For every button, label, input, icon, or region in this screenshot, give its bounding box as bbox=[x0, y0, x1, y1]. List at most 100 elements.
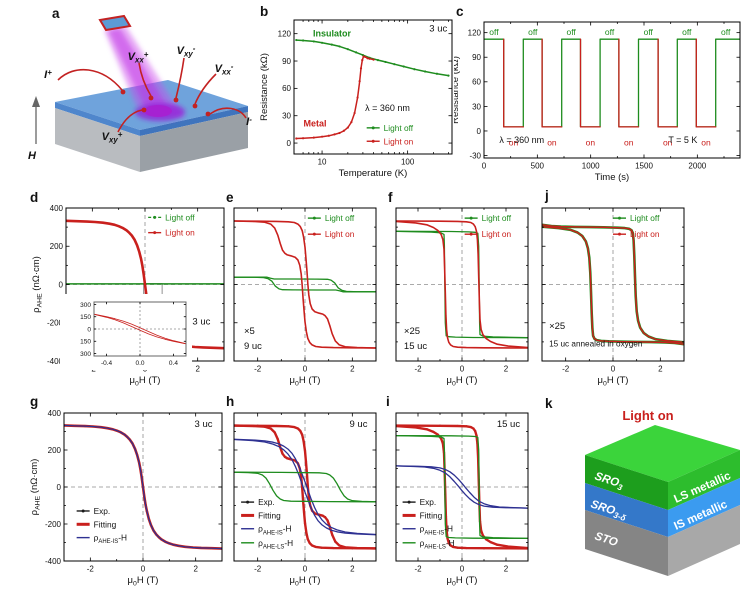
svg-text:2: 2 bbox=[350, 365, 355, 374]
panel-d-inset-chart: -0.4 0.0 0.4 300 150 0 150 300 bbox=[60, 294, 192, 370]
sto-front-face bbox=[668, 505, 740, 576]
svg-text:0.4: 0.4 bbox=[169, 360, 178, 367]
svg-text:30: 30 bbox=[472, 102, 481, 111]
svg-text:ρAHE-IS-H: ρAHE-IS-H bbox=[420, 524, 453, 537]
label-i-plus: I+ bbox=[44, 68, 52, 81]
svg-text:Light off: Light off bbox=[482, 213, 512, 223]
svg-text:ρAHE-LS-H: ρAHE-LS-H bbox=[258, 538, 293, 551]
svg-text:μ0H (T): μ0H (T) bbox=[290, 575, 321, 588]
svg-text:90: 90 bbox=[472, 53, 481, 62]
panel-letter-e: e bbox=[226, 190, 234, 205]
svg-text:200: 200 bbox=[48, 446, 62, 455]
svg-text:Time (s): Time (s) bbox=[595, 172, 629, 183]
svg-text:off: off bbox=[605, 27, 615, 37]
svg-text:0: 0 bbox=[611, 365, 616, 374]
substrate-front-face bbox=[55, 108, 140, 172]
label-h-field: H bbox=[28, 150, 37, 162]
panel-b-chart: 10 100 0 30 60 90 120 Temperature (K) Resistance… bbox=[254, 2, 458, 186]
svg-text:15 uc: 15 uc bbox=[404, 341, 427, 352]
svg-text:1500: 1500 bbox=[635, 162, 653, 171]
svg-text:off: off bbox=[489, 27, 499, 37]
svg-text:off: off bbox=[682, 27, 692, 37]
svg-text:Light off: Light off bbox=[325, 213, 355, 223]
svg-text:-2: -2 bbox=[254, 365, 262, 374]
svg-text:-2: -2 bbox=[414, 565, 422, 574]
svg-text:60: 60 bbox=[282, 84, 291, 93]
svg-text:-200: -200 bbox=[47, 319, 64, 328]
svg-text:300: 300 bbox=[80, 351, 91, 358]
svg-text:2: 2 bbox=[504, 565, 509, 574]
svg-text:120: 120 bbox=[468, 29, 482, 38]
svg-text:-400: -400 bbox=[47, 357, 64, 366]
panel-letter-h: h bbox=[226, 394, 235, 409]
svg-text:9 uc: 9 uc bbox=[350, 419, 368, 430]
panel-i-chart: -2 0 2 μ0H (T) Exp. Fitting ρAHE-IS-H ρAHE-LS-H… bbox=[372, 393, 532, 595]
panel-h-chart: -2 0 2 μ0H (T) Exp. Fitting ρAHE-IS-H ρAHE-LS-H… bbox=[210, 393, 380, 595]
svg-text:on: on bbox=[663, 137, 673, 147]
svg-text:0: 0 bbox=[477, 127, 482, 136]
svg-text:-30: -30 bbox=[469, 151, 481, 160]
svg-text:0: 0 bbox=[460, 565, 465, 574]
svg-text:3 uc: 3 uc bbox=[192, 317, 210, 328]
label-vxy-plus: Vxy+ bbox=[102, 130, 123, 145]
panel-letter-b: b bbox=[260, 4, 269, 19]
svg-text:-2: -2 bbox=[562, 365, 570, 374]
svg-text:on: on bbox=[701, 137, 711, 147]
svg-text:0: 0 bbox=[303, 565, 308, 574]
svg-text:-200: -200 bbox=[45, 520, 62, 529]
panel-f-chart: -2 0 2 μ0H (T) Light off Light on ×25 15 uc bbox=[372, 188, 532, 395]
film-right-edge bbox=[140, 106, 248, 136]
sro3d-front-face bbox=[668, 478, 740, 537]
svg-text:Light on: Light on bbox=[325, 229, 355, 239]
panel-letter-c: c bbox=[456, 4, 464, 19]
svg-text:μ0H (T): μ0H (T) bbox=[447, 375, 478, 388]
svg-text:2: 2 bbox=[193, 565, 198, 574]
panel-c-chart: 0 500 1000 1500 2000 -30 0 30 60 90 120 Time (s) Res… bbox=[450, 2, 752, 186]
svg-text:0: 0 bbox=[303, 365, 308, 374]
svg-text:2: 2 bbox=[350, 565, 355, 574]
svg-text:0: 0 bbox=[87, 326, 91, 333]
panel-letter-i: i bbox=[386, 394, 390, 409]
panel-letter-g: g bbox=[30, 394, 39, 409]
svg-text:30: 30 bbox=[282, 112, 291, 121]
svg-text:60: 60 bbox=[472, 78, 481, 87]
svg-text:λ = 360 nm: λ = 360 nm bbox=[499, 135, 544, 145]
svg-text:Light on: Light on bbox=[384, 136, 414, 146]
svg-text:μ0H (T): μ0H (T) bbox=[598, 375, 629, 388]
svg-text:120: 120 bbox=[278, 30, 292, 39]
device-schematic: I+ Vxx+ Vxy- Vxx- I- Vxy+ H bbox=[28, 14, 252, 172]
svg-text:0: 0 bbox=[57, 483, 62, 492]
svg-text:2: 2 bbox=[658, 365, 663, 374]
sro3-front-face bbox=[668, 450, 740, 510]
svg-text:0.0: 0.0 bbox=[135, 360, 144, 367]
svg-text:Resistance (kΩ): Resistance (kΩ) bbox=[454, 56, 461, 124]
panel-letter-f: f bbox=[388, 190, 393, 205]
panel-letter-k: k bbox=[545, 396, 553, 411]
svg-text:Light on: Light on bbox=[630, 229, 660, 239]
substrate-right-face bbox=[140, 112, 248, 172]
label-i-minus: I- bbox=[246, 115, 252, 128]
svg-text:μ0H (T): μ0H (T) bbox=[130, 375, 161, 388]
label-vxx-minus: Vxx- bbox=[215, 62, 234, 77]
svg-text:15 uc: 15 uc bbox=[497, 419, 520, 430]
svg-text:Light off: Light off bbox=[165, 212, 195, 222]
svg-text:-0.4: -0.4 bbox=[101, 360, 113, 367]
panel-letter-a: a bbox=[52, 6, 60, 21]
svg-text:1000: 1000 bbox=[582, 162, 600, 171]
svg-text:Light on: Light on bbox=[165, 228, 195, 238]
svg-text:on: on bbox=[547, 137, 557, 147]
svg-text:ρAHE (nΩ·cm): ρAHE (nΩ·cm) bbox=[29, 459, 42, 516]
svg-text:λ = 360 nm: λ = 360 nm bbox=[365, 103, 410, 113]
svg-text:Fitting: Fitting bbox=[94, 519, 117, 529]
svg-text:Exp.: Exp. bbox=[94, 506, 111, 516]
light-spot-core bbox=[144, 105, 172, 117]
svg-text:Insulator: Insulator bbox=[313, 29, 352, 39]
svg-text:500: 500 bbox=[531, 162, 545, 171]
svg-text:90: 90 bbox=[282, 57, 291, 66]
light-source-icon bbox=[98, 14, 132, 32]
panel-j-chart: -2 0 2 μ0H (T) Light off Light on ×25 15 uc ann… bbox=[518, 188, 752, 395]
svg-text:0: 0 bbox=[141, 565, 146, 574]
svg-text:300: 300 bbox=[80, 302, 91, 309]
contact-dots bbox=[120, 89, 211, 117]
svg-text:200: 200 bbox=[50, 242, 64, 251]
